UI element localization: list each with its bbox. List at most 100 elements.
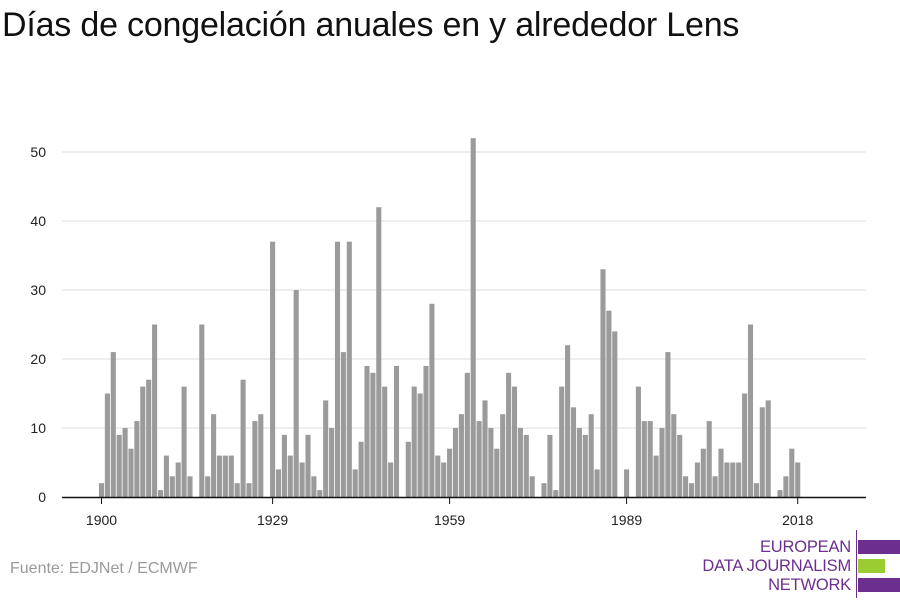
x-tick-label: 1989	[611, 512, 642, 528]
bar-1924	[240, 379, 246, 497]
bar-1925	[246, 483, 252, 497]
bar-2010	[747, 324, 754, 497]
bar-1939	[329, 428, 335, 497]
x-tick-label: 1900	[86, 512, 117, 528]
bar-2002	[700, 448, 706, 497]
bar-1913	[175, 462, 181, 497]
y-tick-label: 30	[30, 282, 46, 298]
bar-2008	[736, 462, 742, 497]
bar-1945	[364, 365, 370, 497]
bar-1959	[447, 448, 453, 497]
bar-1987	[612, 331, 618, 497]
bar-1965	[482, 400, 488, 497]
bar-1926	[252, 421, 258, 497]
bar-1917	[199, 324, 205, 497]
bar-1978	[559, 386, 565, 497]
bar-2006	[724, 462, 730, 497]
bar-1934	[299, 462, 305, 497]
source-note: Fuente: EDJNet / ECMWF	[10, 560, 198, 577]
bar-2011	[753, 483, 759, 497]
bar-1980	[570, 407, 577, 497]
gridlines	[62, 151, 866, 429]
bar-1967	[494, 448, 500, 497]
bars	[98, 138, 801, 497]
bar-2017	[789, 448, 795, 497]
bar-1938	[323, 400, 329, 497]
y-tick-label: 40	[30, 213, 46, 229]
bar-2001	[694, 462, 700, 497]
bar-1930	[275, 469, 282, 497]
bar-1962	[464, 372, 470, 497]
bar-1911	[163, 455, 169, 497]
bar-1947	[376, 207, 382, 497]
bar-1963	[470, 138, 476, 497]
bar-1948	[382, 386, 388, 497]
bar-1986	[606, 310, 612, 497]
bar-1907	[140, 386, 146, 497]
bar-1941	[340, 352, 346, 497]
bar-2015	[777, 490, 783, 497]
bar-1956	[429, 303, 435, 497]
bar-1937	[317, 490, 323, 497]
bar-1958	[441, 462, 447, 497]
bar-2009	[742, 393, 748, 497]
bar-1989	[624, 469, 630, 497]
bar-2013	[765, 400, 771, 497]
bar-1955	[423, 365, 429, 497]
logo-text: EUROPEAN DATA JOURNALISM NETWORK	[702, 538, 851, 595]
bar-1954	[417, 393, 423, 497]
bar-1969	[506, 372, 512, 497]
logo-divider	[856, 530, 857, 598]
bar-2003	[706, 421, 712, 497]
bar-1946	[370, 372, 376, 497]
bar-1935	[305, 434, 311, 497]
bar-1929	[270, 241, 276, 497]
bar-2012	[759, 407, 765, 497]
y-tick-label: 50	[30, 144, 46, 160]
bar-1995	[659, 428, 665, 497]
x-tick-label: 2018	[782, 512, 813, 528]
bar-1975	[541, 483, 547, 497]
bar-2004	[712, 476, 718, 497]
bar-1942	[346, 241, 352, 497]
bar-1981	[576, 428, 582, 497]
y-tick-label: 20	[30, 351, 46, 367]
bar-1999	[683, 476, 689, 497]
bar-1902	[110, 352, 116, 497]
bar-1915	[187, 476, 193, 497]
bar-1984	[594, 469, 600, 497]
bar-1901	[104, 393, 110, 497]
bar-1950	[393, 365, 400, 497]
logo-bar-bottom	[858, 578, 900, 592]
logo-bar-middle	[858, 559, 885, 573]
bar-1919	[211, 414, 217, 497]
bar-1914	[181, 386, 187, 497]
bar-1970	[511, 386, 518, 497]
bar-1918	[205, 476, 211, 497]
bar-1952	[405, 441, 411, 497]
bar-1964	[476, 421, 482, 497]
bar-1936	[311, 476, 317, 497]
bar-1940	[334, 241, 341, 497]
bar-1904	[122, 428, 128, 497]
y-tick-label: 10	[30, 420, 46, 436]
axes: 0 10 20 30 40 50 1900 1929 1959 1989 2018	[30, 144, 866, 528]
bar-1977	[553, 490, 559, 497]
bar-1944	[358, 441, 364, 497]
bar-1931	[281, 434, 287, 497]
bar-1991	[635, 386, 641, 497]
bar-1932	[287, 455, 293, 497]
bar-1976	[547, 434, 553, 497]
x-tick-label: 1959	[434, 512, 465, 528]
bar-1908	[146, 379, 152, 497]
bar-2016	[783, 476, 789, 497]
bar-2007	[730, 462, 736, 497]
x-tick-label: 1929	[257, 512, 288, 528]
bar-1943	[352, 469, 358, 497]
bar-1993	[647, 421, 653, 497]
bar-1933	[293, 290, 299, 497]
bar-1985	[600, 269, 606, 497]
bar-1923	[234, 483, 240, 497]
bar-1971	[517, 428, 523, 497]
bar-1900	[98, 483, 105, 497]
